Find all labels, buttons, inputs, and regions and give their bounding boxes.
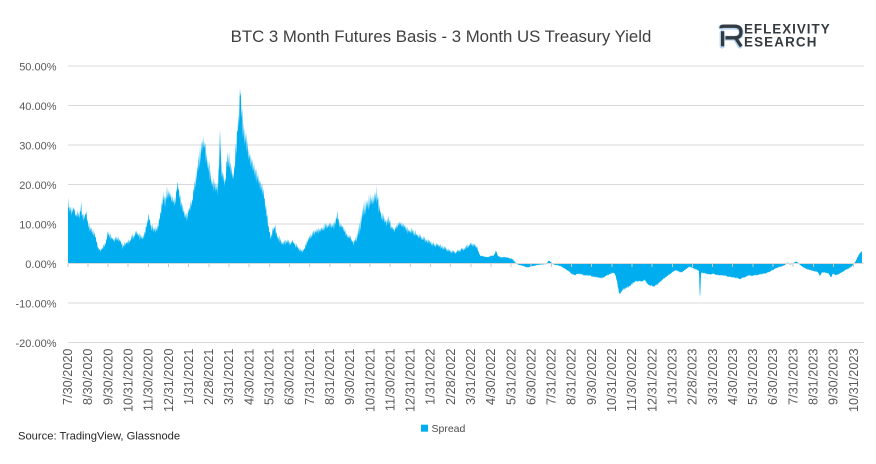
svg-text:9/30/2020: 9/30/2020: [101, 349, 115, 405]
svg-text:5/31/2023: 5/31/2023: [746, 349, 760, 405]
svg-text:20.00%: 20.00%: [19, 180, 57, 192]
svg-text:8/31/2022: 8/31/2022: [565, 349, 579, 405]
svg-text:4/30/2022: 4/30/2022: [484, 349, 498, 405]
svg-text:3/31/2023: 3/31/2023: [706, 349, 720, 405]
svg-text:6/30/2021: 6/30/2021: [283, 349, 297, 405]
svg-text:6/30/2023: 6/30/2023: [766, 349, 780, 405]
svg-text:10/31/2020: 10/31/2020: [121, 349, 135, 413]
svg-text:2/28/2023: 2/28/2023: [686, 349, 700, 405]
svg-text:12/31/2022: 12/31/2022: [645, 349, 659, 413]
svg-text:10/31/2022: 10/31/2022: [605, 349, 619, 413]
svg-text:11/30/2021: 11/30/2021: [383, 349, 397, 412]
svg-text:4/30/2023: 4/30/2023: [726, 349, 740, 405]
svg-text:5/31/2021: 5/31/2021: [263, 349, 277, 405]
svg-text:Spread: Spread: [432, 423, 466, 435]
svg-text:11/30/2022: 11/30/2022: [625, 349, 639, 412]
svg-text:EFLEXIVITY: EFLEXIVITY: [744, 21, 831, 36]
svg-text:3/31/2022: 3/31/2022: [464, 349, 478, 405]
svg-text:9/30/2022: 9/30/2022: [585, 349, 599, 405]
svg-text:40.00%: 40.00%: [19, 101, 57, 113]
svg-text:-10.00%: -10.00%: [16, 299, 57, 311]
svg-text:8/31/2021: 8/31/2021: [323, 349, 337, 405]
svg-text:7/30/2020: 7/30/2020: [61, 349, 75, 405]
svg-text:BTC 3 Month Futures Basis - 3: BTC 3 Month Futures Basis - 3 Month US T…: [231, 27, 652, 46]
svg-text:-20.00%: -20.00%: [16, 338, 57, 350]
svg-text:8/31/2023: 8/31/2023: [807, 349, 821, 405]
svg-text:30.00%: 30.00%: [19, 141, 57, 153]
svg-text:ESEARCH: ESEARCH: [744, 34, 818, 49]
svg-text:9/30/2023: 9/30/2023: [827, 349, 841, 405]
svg-text:3/31/2021: 3/31/2021: [222, 349, 236, 405]
svg-text:9/30/2021: 9/30/2021: [343, 349, 357, 405]
svg-text:7/31/2021: 7/31/2021: [303, 349, 317, 405]
svg-text:2/28/2022: 2/28/2022: [444, 349, 458, 405]
svg-text:Source: TradingView, Glassnode: Source: TradingView, Glassnode: [18, 431, 180, 443]
svg-text:10.00%: 10.00%: [19, 220, 57, 232]
svg-text:7/31/2023: 7/31/2023: [786, 349, 800, 405]
svg-text:1/31/2023: 1/31/2023: [666, 349, 680, 405]
svg-text:4/30/2021: 4/30/2021: [242, 349, 256, 405]
svg-text:0.00%: 0.00%: [25, 259, 56, 271]
svg-text:5/31/2022: 5/31/2022: [504, 349, 518, 405]
svg-text:7/31/2022: 7/31/2022: [545, 349, 559, 405]
svg-text:8/30/2020: 8/30/2020: [81, 349, 95, 405]
svg-text:2/28/2021: 2/28/2021: [202, 349, 216, 405]
svg-text:11/30/2020: 11/30/2020: [142, 349, 156, 412]
svg-text:1/31/2021: 1/31/2021: [182, 349, 196, 405]
svg-text:1/31/2022: 1/31/2022: [424, 349, 438, 405]
svg-text:6/30/2022: 6/30/2022: [524, 349, 538, 405]
svg-text:50.00%: 50.00%: [19, 62, 57, 74]
svg-text:10/31/2023: 10/31/2023: [847, 349, 861, 413]
svg-text:12/31/2020: 12/31/2020: [162, 349, 176, 413]
svg-text:10/31/2021: 10/31/2021: [363, 349, 377, 413]
svg-text:12/31/2021: 12/31/2021: [404, 349, 418, 413]
